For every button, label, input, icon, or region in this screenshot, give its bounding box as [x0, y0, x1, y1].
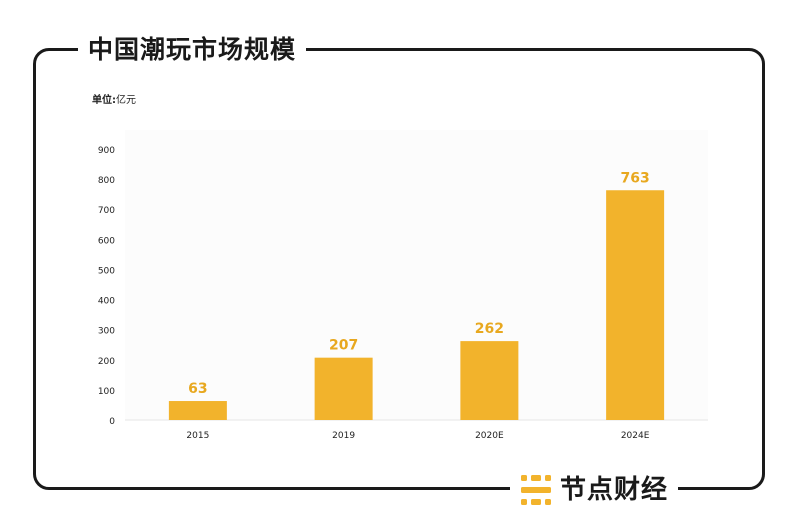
- y-tick-label: 300: [98, 327, 115, 337]
- y-tick-label: 600: [98, 236, 115, 246]
- node-logo-icon: [521, 475, 551, 505]
- y-tick-label: 800: [98, 176, 115, 186]
- brand: 节点财经: [510, 469, 679, 511]
- x-tick-label: 2020E: [475, 431, 504, 441]
- unit-value: 亿元: [116, 95, 136, 106]
- x-tick-label: 2015: [186, 431, 209, 441]
- unit-prefix: 单位:: [92, 95, 116, 106]
- bar: [168, 401, 227, 420]
- x-tick-label: 2024E: [621, 431, 650, 441]
- y-tick-label: 200: [98, 357, 115, 367]
- y-tick-label: 500: [98, 266, 115, 276]
- y-tick-label: 400: [98, 297, 115, 307]
- y-tick-label: 0: [109, 417, 115, 427]
- data-label: 207: [329, 338, 358, 354]
- data-label: 63: [188, 381, 207, 397]
- y-tick-label: 900: [98, 146, 115, 156]
- y-tick-label: 100: [98, 387, 115, 397]
- chart-frame: [33, 48, 765, 490]
- unit-label: 单位:亿元: [92, 91, 136, 106]
- brand-name: 节点财经: [560, 475, 669, 505]
- bar: [460, 341, 519, 420]
- data-label: 763: [621, 170, 650, 186]
- page-title: 中国潮玩市场规模: [88, 35, 297, 64]
- bar: [606, 190, 665, 420]
- bar: [314, 357, 373, 420]
- x-tick-label: 2019: [332, 431, 355, 441]
- y-tick-label: 700: [98, 206, 115, 216]
- data-label: 262: [475, 321, 504, 337]
- title-container: 中国潮玩市场规模: [78, 30, 307, 70]
